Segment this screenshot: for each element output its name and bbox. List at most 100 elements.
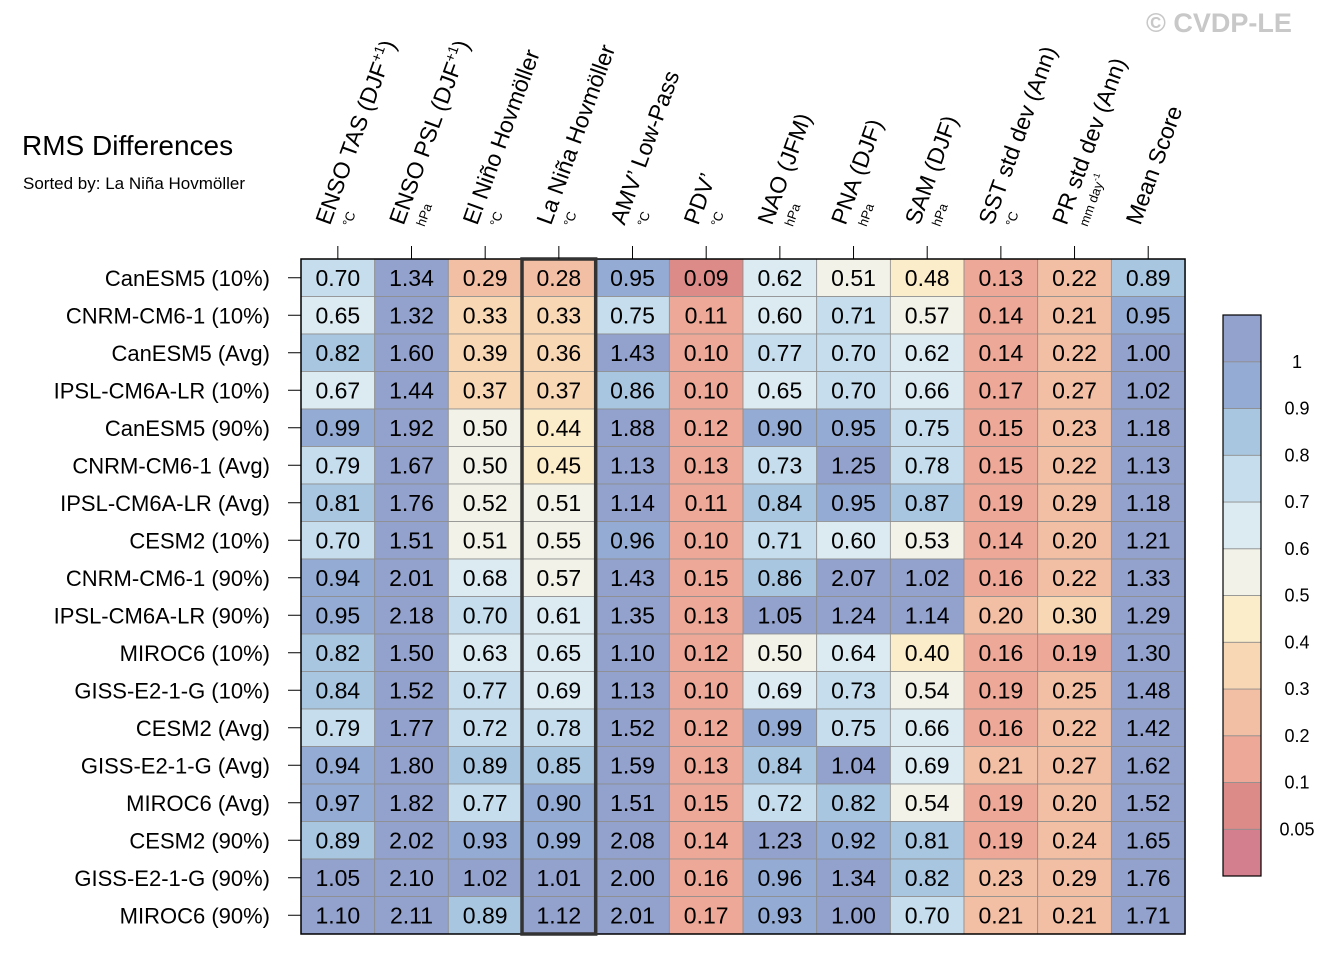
cell-value-label: 0.23 [1052,415,1097,441]
heatmap-cell [816,596,891,635]
heatmap-cell [521,408,597,447]
cell-value-label: 0.11 [685,490,728,516]
heatmap-cell [595,783,670,822]
colorbar-tick-label: 0.9 [1284,399,1309,419]
cell-value-label: 0.96 [610,527,655,553]
colorbar-tick-label: 0.05 [1279,819,1314,839]
heatmap-cell [742,483,818,522]
cell-value-label: 0.65 [315,302,360,328]
cell-value-label: 1.51 [389,527,434,553]
cell-value-label: 0.33 [463,302,508,328]
heatmap-cell [374,783,449,822]
cell-value-label: 0.62 [757,265,802,291]
cell-value-label: 0.19 [1052,640,1097,666]
heatmap-cell [521,333,597,372]
cell-value-label: 0.68 [463,565,508,591]
cell-value-label: 0.85 [536,752,581,778]
cell-value-label: 0.20 [978,602,1023,628]
colorbar-box [1222,548,1262,596]
heatmap-cell [816,746,891,785]
heatmap-cell [447,558,523,597]
heatmap-cell [300,408,376,447]
cell-value-label: 1.59 [610,752,655,778]
cell-value-label: 0.37 [536,377,581,403]
heatmap-cell [1037,896,1112,935]
cell-value-label: 0.65 [757,377,802,403]
column-unit: °C [708,209,727,228]
heatmap-cell [816,633,891,672]
cell-value-label: 0.15 [684,790,729,816]
heatmap-cell [447,371,523,410]
heatmap-cell [816,858,891,897]
heatmap-cell [668,558,744,597]
cell-value-label: 1.14 [905,602,950,628]
cell-value-label: 0.84 [315,677,360,703]
heatmap-cell [374,296,449,335]
heatmap-cell [374,258,449,297]
cell-value-label: 0.52 [463,490,508,516]
heatmap-cell [668,333,744,372]
cell-value-label: 0.27 [1052,752,1097,778]
heatmap-cell [816,783,891,822]
cell-value-label: 1.48 [1126,677,1171,703]
watermark: © CVDP-LE [1146,8,1292,38]
heatmap-cell [300,746,376,785]
cell-value-label: 1.02 [1126,377,1171,403]
colorbar-tick-label: 0.4 [1284,632,1309,652]
heatmap-cell [1110,671,1186,710]
heatmap-cell [889,333,965,372]
heatmap-cell [816,408,891,447]
heatmap-cell [1037,596,1112,635]
cell-value-label: 2.07 [831,565,876,591]
cell-value-label: 0.29 [1052,490,1097,516]
cell-value-label: 1.32 [389,302,434,328]
cell-value-label: 0.72 [463,715,508,741]
heatmap-cell [1110,708,1186,747]
cell-value-label: 0.14 [978,302,1023,328]
heatmap-cell [374,521,449,560]
heatmap-cell [742,521,818,560]
cell-value-label: 0.94 [315,752,360,778]
cell-value-label: 0.70 [463,602,508,628]
cell-value-label: 0.10 [684,377,729,403]
heatmap-cell [374,483,449,522]
heatmap-cell [374,408,449,447]
cell-value-label: 0.75 [831,715,876,741]
heatmap-cell [447,446,523,485]
cell-value-label: 0.15 [978,452,1023,478]
cell-value-label: 0.84 [757,490,802,516]
heatmap-cell [595,408,670,447]
heatmap-cell [300,558,376,597]
colorbar-tick-label: 0.3 [1284,679,1309,699]
cell-value-label: 0.78 [905,452,950,478]
cell-value-label: 0.29 [1052,865,1097,891]
heatmap-cell [742,296,818,335]
heatmap-cell [1037,633,1112,672]
heatmap-cell [816,258,891,297]
heatmap-cell [816,558,891,597]
cell-value-label: 1.13 [610,677,655,703]
cell-value-label: 0.14 [684,827,729,853]
heatmap-cell [668,371,744,410]
heatmap-cell [742,671,818,710]
row-label: CNRM-CM6-1 (Avg) [72,453,270,478]
heatmap-cell [668,821,744,860]
cell-value-label: 0.87 [905,490,950,516]
column-label: AMV’ Low-Pass [605,67,685,228]
cell-value-label: 0.84 [757,752,802,778]
cell-value-label: 0.60 [831,527,876,553]
cell-value-label: 0.13 [978,265,1023,291]
heatmap-cell [816,483,891,522]
column-header: SAM (DJF)hPa [899,112,962,228]
cell-value-label: 1.00 [1126,340,1171,366]
heatmap-cell [742,746,818,785]
heatmap-cell [668,708,744,747]
cell-value-label: 0.13 [684,452,729,478]
cell-value-label: 0.33 [536,302,581,328]
heatmap-cell [521,633,597,672]
cell-value-label: 1.12 [536,902,581,928]
colorbar-box [1222,501,1262,550]
heatmap-cell [300,858,376,897]
cell-value-label: 2.01 [389,565,434,591]
cell-value-label: 0.12 [684,640,729,666]
